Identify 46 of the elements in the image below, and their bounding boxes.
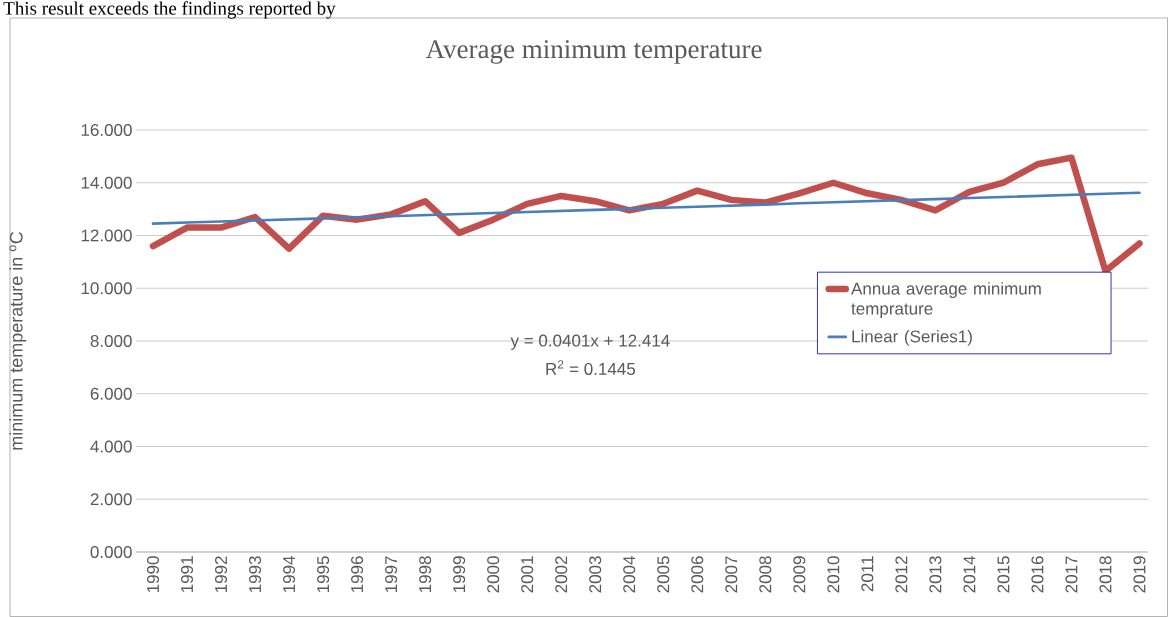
x-tick-label: 2007 bbox=[725, 556, 738, 593]
x-tick-label: 2004 bbox=[623, 556, 636, 593]
x-tick-label: 1997 bbox=[385, 556, 398, 593]
x-tick-label: 2017 bbox=[1065, 556, 1078, 593]
x-tick-label: 1992 bbox=[215, 556, 228, 593]
x-tick-label: 2018 bbox=[1099, 556, 1112, 593]
y-axis-title: minimum temperature in $^{o}$C bbox=[9, 231, 27, 450]
legend-label: Annua average minimum temprature bbox=[851, 282, 1041, 319]
x-tick-label: 2010 bbox=[827, 556, 840, 593]
x-tick-label: 2012 bbox=[895, 556, 908, 593]
chart-title: Average minimum temperature bbox=[425, 40, 762, 64]
y-tick-label: 14.000 bbox=[81, 176, 132, 189]
x-tick-label: 2005 bbox=[657, 556, 670, 593]
x-tick-label: 2011 bbox=[861, 556, 874, 592]
x-tick-label: 2013 bbox=[929, 556, 942, 593]
x-tick-label: 1996 bbox=[351, 556, 364, 593]
y-tick-label: 8.000 bbox=[90, 334, 132, 348]
legend-label: Linear (Series1) bbox=[852, 330, 972, 346]
x-tick-label: 2009 bbox=[793, 556, 806, 593]
x-tick-label: 1995 bbox=[317, 556, 330, 593]
y-tick-label: 0.000 bbox=[90, 545, 132, 559]
y-tick-label: 10.000 bbox=[81, 282, 132, 295]
annotation: R$^{2}$ = 0.1445 bbox=[546, 360, 636, 375]
annotation: y = 0.0401x + 12.414 bbox=[510, 334, 670, 350]
x-tick-label: 1991 bbox=[181, 556, 194, 593]
x-tick-label: 2016 bbox=[1031, 556, 1044, 593]
y-tick-label: 4.000 bbox=[90, 440, 132, 453]
x-tick-label: 2015 bbox=[997, 556, 1010, 593]
x-tick-label: 2019 bbox=[1133, 556, 1146, 593]
x-tick-label: 1999 bbox=[453, 556, 466, 593]
x-tick-label: 1994 bbox=[283, 556, 296, 593]
x-tick-label: 1998 bbox=[419, 556, 432, 593]
x-tick-label: 1990 bbox=[146, 556, 160, 593]
y-tick-label: 16.000 bbox=[81, 123, 132, 137]
x-tick-label: 2002 bbox=[555, 556, 568, 593]
x-tick-label: 2014 bbox=[963, 556, 976, 593]
y-tick-label: 6.000 bbox=[90, 387, 132, 400]
y-tick-label: 2.000 bbox=[90, 493, 132, 506]
x-tick-label: 2008 bbox=[759, 556, 772, 593]
x-tick-label: 2000 bbox=[487, 556, 500, 593]
y-tick-label: 12.000 bbox=[81, 229, 132, 242]
x-tick-label: 2006 bbox=[691, 556, 704, 593]
x-tick-label: 1993 bbox=[249, 556, 262, 593]
text: This result exceeds the findings reported by bbox=[3, 1, 336, 19]
x-tick-label: 2001 bbox=[521, 556, 534, 593]
x-tick-label: 2003 bbox=[589, 556, 602, 593]
